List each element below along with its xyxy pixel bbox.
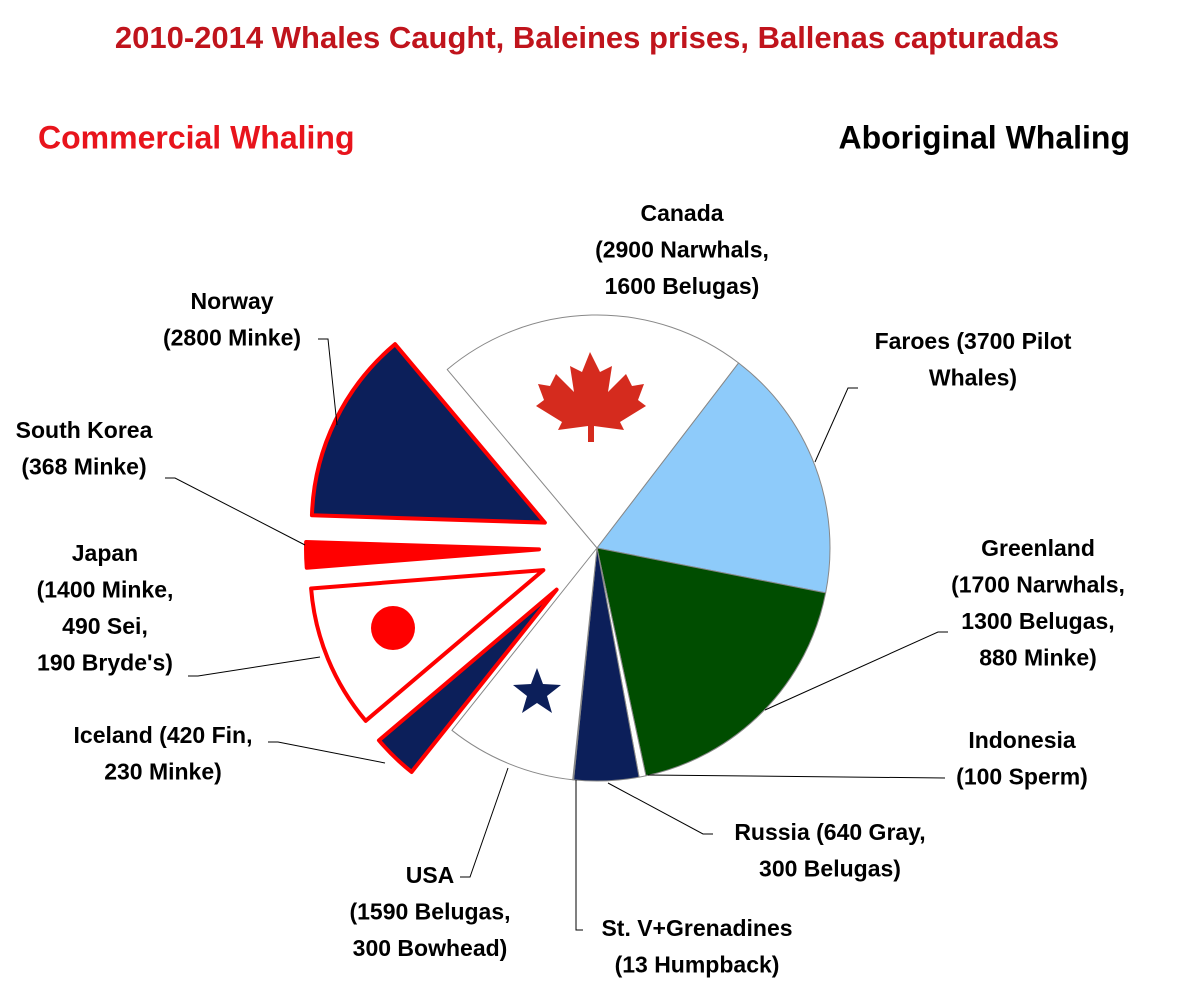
aboriginal-heading: Aboriginal Whaling (838, 119, 1130, 155)
leader-line (647, 774, 946, 779)
pie-slice (309, 342, 547, 525)
slice-label: (1700 Narwhals, (951, 572, 1125, 598)
slice-label: Norway (190, 288, 273, 314)
slice-label: (13 Humpback) (615, 952, 780, 978)
slice-label: St. V+Grenadines (601, 915, 792, 941)
slice-label: (100 Sperm) (956, 764, 1088, 790)
slice-label: South Korea (16, 417, 153, 443)
slice-label: Canada (640, 200, 723, 226)
leader-line (814, 387, 858, 463)
slice-label: 230 Minke) (104, 759, 222, 785)
slice-label: 1300 Belugas, (961, 608, 1114, 634)
commercial-heading: Commercial Whaling (38, 119, 355, 155)
slice-label: Faroes (3700 Pilot (875, 328, 1072, 354)
star-icon (513, 668, 561, 713)
maple-leaf-icon (536, 352, 646, 442)
leader-line (460, 767, 509, 878)
leader-line (188, 656, 321, 677)
japan-circle-icon (371, 606, 415, 650)
slice-label: (1400 Minke, (37, 577, 174, 603)
slice-label: USA (406, 862, 455, 888)
slice-label: 300 Bowhead) (353, 935, 508, 961)
chart-title: 2010-2014 Whales Caught, Baleines prises… (115, 20, 1059, 55)
slice-label: Japan (72, 540, 138, 566)
slice-label: (2900 Narwhals, (595, 237, 769, 263)
slice-label: (1590 Belugas, (349, 899, 510, 925)
slice-label: Greenland (981, 535, 1095, 561)
pie-slice (596, 547, 827, 777)
slice-label: 190 Bryde's) (37, 650, 173, 676)
slice-label: Iceland (420 Fin, (74, 722, 253, 748)
leader-line (764, 631, 948, 711)
leader-line (318, 338, 338, 426)
leader-line (268, 741, 386, 764)
slice-label: Indonesia (968, 727, 1076, 753)
pie-slice (309, 568, 546, 723)
pie (304, 314, 831, 782)
slice-label: (368 Minke) (21, 454, 146, 480)
leader-line (165, 477, 306, 546)
leader-line (575, 780, 583, 931)
slice-label: Whales) (929, 365, 1017, 391)
leader-line (607, 782, 713, 835)
labels: Canada (2900 Narwhals, 1600 Belugas) Faroes… (16, 200, 1125, 978)
pie-slice (376, 587, 559, 774)
slice-label: 490 Sei, (62, 613, 148, 639)
slice-label: 1600 Belugas) (605, 273, 760, 299)
pie-slice (304, 539, 542, 570)
slice-label: Russia (640 Gray, (734, 819, 925, 845)
slice-label: 880 Minke) (979, 645, 1097, 671)
slice-label: 300 Belugas) (759, 856, 901, 882)
pie-slice (451, 547, 598, 781)
slice-label: (2800 Minke) (163, 325, 301, 351)
flag-icons (371, 352, 646, 713)
pie-slice (596, 362, 831, 594)
